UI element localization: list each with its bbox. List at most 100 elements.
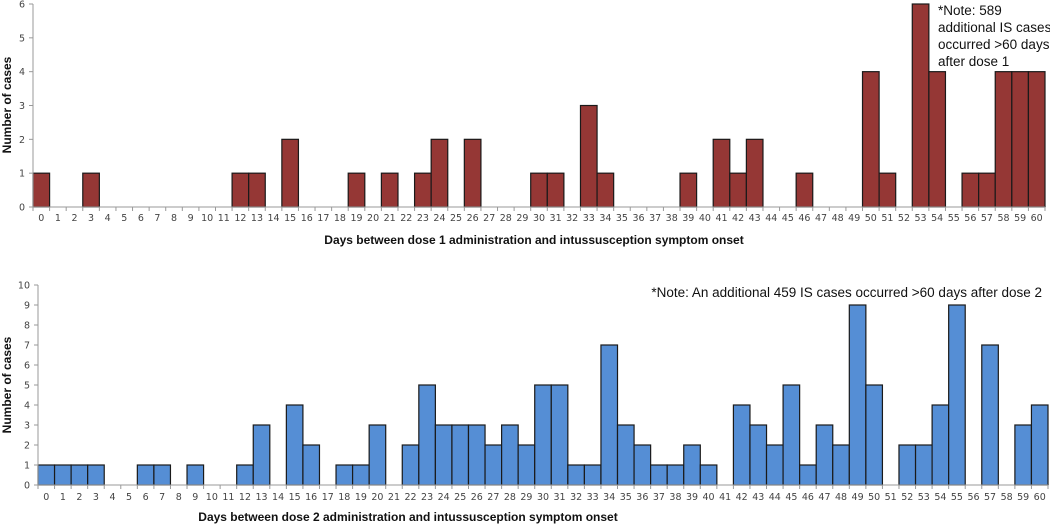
bar-day-35 xyxy=(616,424,635,486)
bar-day-36 xyxy=(633,444,652,486)
x-tick-label: 1 xyxy=(60,492,66,503)
y-tick-label: 8 xyxy=(24,321,30,332)
x-tick-label: 28 xyxy=(500,213,512,224)
x-tick-label: 21 xyxy=(384,213,396,224)
x-tick-label: 4 xyxy=(105,213,111,224)
note-dose-1-line-4: after dose 1 xyxy=(938,54,1009,69)
x-tick-label: 55 xyxy=(951,492,963,503)
x-axis-label-dose-1: Days between dose 1 administration and i… xyxy=(324,233,743,247)
x-tick-label: 54 xyxy=(934,492,946,503)
bar-day-55 xyxy=(948,304,966,486)
x-tick-label: 9 xyxy=(192,492,198,503)
x-tick-label: 7 xyxy=(154,213,160,224)
x-tick-label: 4 xyxy=(109,492,115,503)
bar-day-53 xyxy=(914,444,933,486)
x-tick-label: 54 xyxy=(931,213,943,224)
x-tick-label: 20 xyxy=(371,492,383,503)
x-tick-label: 11 xyxy=(222,492,234,503)
x-tick-label: 2 xyxy=(71,213,77,224)
x-tick-label: 16 xyxy=(301,213,313,224)
x-tick-label: 6 xyxy=(143,492,149,503)
x-tick-label: 13 xyxy=(255,492,267,503)
y-tick-label: 2 xyxy=(19,135,25,146)
bar-day-19 xyxy=(351,464,370,486)
x-tick-label: 19 xyxy=(350,213,362,224)
x-tick-label: 32 xyxy=(566,213,578,224)
x-tick-label: 22 xyxy=(400,213,412,224)
bar-day-0 xyxy=(37,464,56,486)
bar-day-50 xyxy=(861,71,880,208)
bar-day-59 xyxy=(1014,424,1033,486)
x-tick-label: 49 xyxy=(852,492,864,503)
x-tick-label: 57 xyxy=(981,213,993,224)
x-tick-label: 37 xyxy=(653,492,665,503)
x-tick-label: 39 xyxy=(686,492,698,503)
x-tick-label: 59 xyxy=(1014,213,1026,224)
bar-day-42 xyxy=(732,404,751,486)
y-tick-label: 9 xyxy=(24,301,30,312)
x-tick-label: 32 xyxy=(570,492,582,503)
bar-day-24 xyxy=(430,138,449,208)
bar-day-27 xyxy=(484,444,503,486)
bar-day-24 xyxy=(434,424,453,486)
bar-day-59 xyxy=(1011,71,1030,208)
x-tick-label: 53 xyxy=(918,492,930,503)
x-tick-label: 36 xyxy=(632,213,644,224)
y-tick-label: 6 xyxy=(24,361,30,372)
x-tick-label: 7 xyxy=(159,492,165,503)
x-tick-label: 51 xyxy=(885,492,897,503)
bar-day-12 xyxy=(231,172,250,208)
bar-day-48 xyxy=(832,444,850,486)
note-dose-1-line-2: additional IS cases xyxy=(938,20,1050,35)
x-tick-label: 26 xyxy=(467,213,479,224)
x-tick-label: 40 xyxy=(699,213,711,224)
x-tick-label: 34 xyxy=(603,492,615,503)
bar-day-26 xyxy=(463,138,482,208)
y-tick-label: 0 xyxy=(19,203,25,214)
bar-day-6 xyxy=(136,464,155,486)
bar-day-7 xyxy=(153,464,172,486)
x-tick-label: 55 xyxy=(948,213,960,224)
x-tick-label: 2 xyxy=(76,492,82,503)
bar-day-52 xyxy=(898,444,917,486)
bar-day-13 xyxy=(248,172,266,208)
bar-day-12 xyxy=(236,464,254,486)
x-tick-label: 45 xyxy=(785,492,797,503)
x-ticks-dose-2: 0 1 2 3 4 5 6 7 8 9 10 11 12 13 14 15 16 17 18 19 20 21 22 23 24… xyxy=(37,485,1049,503)
bar-day-54 xyxy=(928,71,947,208)
x-tick-label: 16 xyxy=(305,492,317,503)
bar-day-15 xyxy=(285,404,304,486)
x-tick-label: 13 xyxy=(251,213,263,224)
bar-day-40 xyxy=(699,464,718,486)
x-tick-label: 52 xyxy=(901,492,913,503)
bar-day-20 xyxy=(368,424,387,486)
x-tick-label: 51 xyxy=(881,213,893,224)
x-tick-label: 31 xyxy=(554,492,566,503)
bar-day-13 xyxy=(252,424,271,486)
x-tick-label: 45 xyxy=(782,213,794,224)
x-tick-label: 36 xyxy=(636,492,648,503)
bar-day-43 xyxy=(745,138,764,208)
x-tick-label: 46 xyxy=(798,213,810,224)
bar-day-3 xyxy=(82,172,100,208)
x-tick-label: 12 xyxy=(234,213,246,224)
bar-day-51 xyxy=(878,172,897,208)
x-tick-label: 33 xyxy=(587,492,599,503)
bar-day-50 xyxy=(865,384,884,486)
bar-day-2 xyxy=(70,464,89,486)
x-tick-label: 15 xyxy=(284,213,296,224)
x-tick-label: 3 xyxy=(93,492,99,503)
bar-day-3 xyxy=(87,464,105,486)
y-tick-label: 4 xyxy=(19,67,25,78)
x-tick-label: 21 xyxy=(388,492,400,503)
y-tick-label: 1 xyxy=(19,169,25,180)
y-tick-label: 7 xyxy=(24,341,30,352)
x-tick-label: 43 xyxy=(752,492,764,503)
x-tick-label: 30 xyxy=(537,492,549,503)
x-tick-label: 31 xyxy=(550,213,562,224)
bar-day-39 xyxy=(683,444,701,486)
y-tick-label: 10 xyxy=(18,281,30,292)
x-tick-label: 59 xyxy=(1017,492,1029,503)
